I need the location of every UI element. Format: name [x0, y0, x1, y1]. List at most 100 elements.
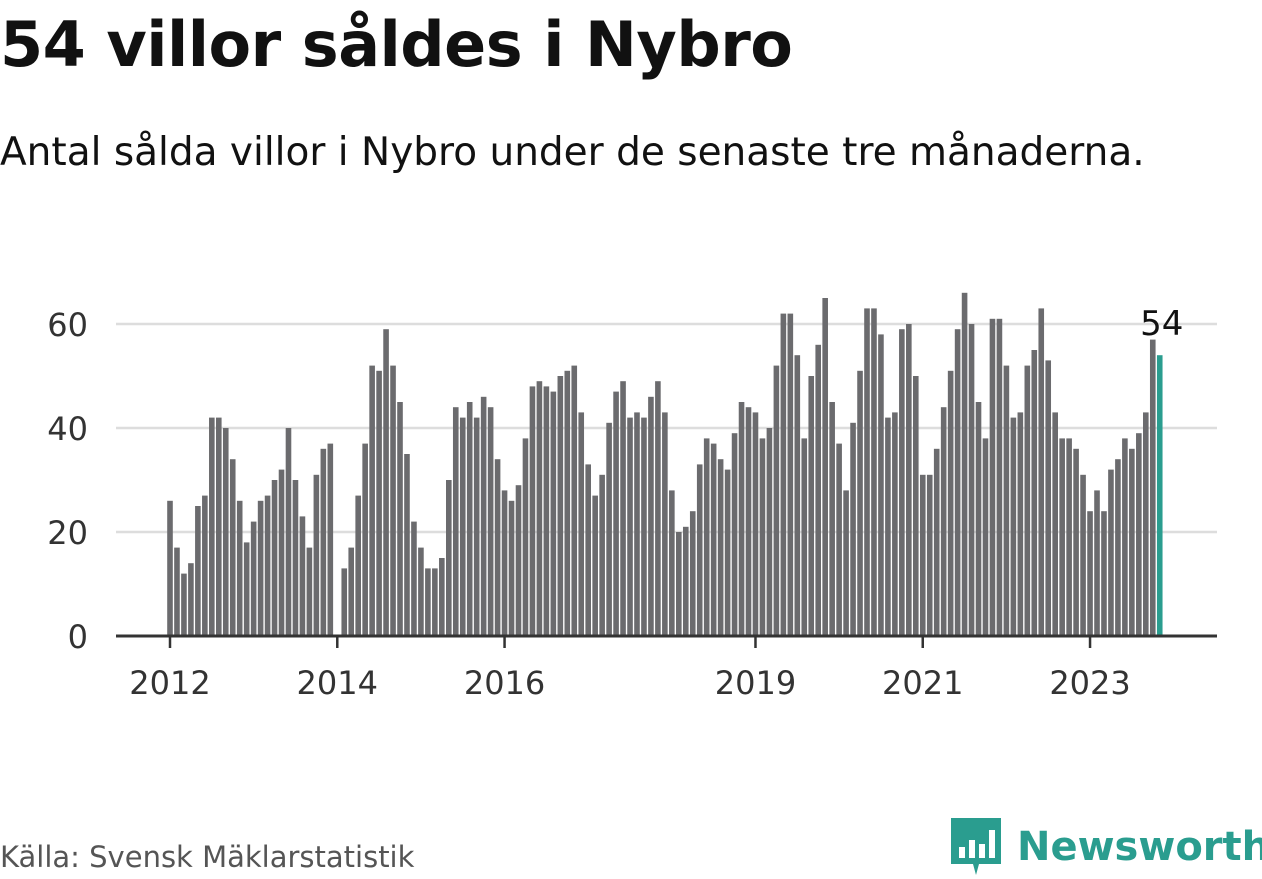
bar [515, 485, 522, 636]
bar [439, 558, 445, 636]
bar [418, 547, 424, 636]
bar [634, 412, 640, 636]
bar [571, 365, 578, 636]
bar [167, 500, 173, 636]
bar [1073, 448, 1079, 636]
bar [355, 495, 361, 636]
bar [404, 454, 410, 636]
bar [696, 464, 703, 636]
bar [780, 313, 787, 636]
bar [892, 412, 898, 636]
x-tick-label: 2012 [129, 664, 210, 702]
bar [1059, 438, 1065, 636]
bar [1052, 412, 1058, 636]
bar [689, 511, 696, 636]
bar [641, 417, 647, 636]
bar [446, 480, 452, 636]
bar [1108, 469, 1114, 636]
bar [327, 443, 334, 636]
bar [808, 376, 815, 636]
bar [501, 490, 508, 636]
bar [292, 480, 299, 636]
bar [557, 376, 564, 636]
chart-subtitle: Antal sålda villor i Nybro under de sena… [0, 130, 1145, 175]
latest-value-label: 54 [1140, 304, 1183, 344]
bars [167, 292, 1163, 636]
x-tick-label: 2021 [882, 664, 963, 702]
bar [613, 391, 619, 636]
bar [829, 402, 835, 636]
newsworthy-logo: Newsworthy [951, 818, 1262, 876]
bar [425, 568, 431, 636]
bar [1136, 433, 1142, 636]
bar [452, 407, 459, 636]
bar [1017, 412, 1024, 636]
bar [752, 412, 759, 636]
bar [1149, 339, 1156, 636]
bar [202, 495, 208, 636]
bar [529, 386, 536, 636]
bar [975, 402, 982, 636]
bar [961, 292, 968, 636]
bar [836, 443, 842, 636]
source-note: Källa: Svensk Mäklarstatistik [0, 840, 415, 874]
bar [773, 365, 780, 636]
bar [313, 474, 320, 636]
bar [745, 407, 752, 636]
bar [494, 459, 501, 636]
bar [669, 490, 675, 636]
bar-latest [1156, 355, 1163, 636]
bar [989, 318, 996, 636]
bar [1143, 412, 1149, 636]
bar [1094, 490, 1100, 636]
bar [919, 474, 926, 636]
bar [1080, 474, 1086, 636]
bar [432, 568, 438, 636]
bar [899, 329, 905, 636]
bar [599, 474, 605, 636]
bar [1101, 511, 1107, 636]
bar [236, 500, 243, 636]
bar [850, 422, 856, 636]
bar [508, 500, 515, 636]
bar [222, 428, 229, 636]
x-tick-label: 2016 [464, 664, 545, 702]
bar [564, 370, 571, 636]
bar [885, 417, 891, 636]
bar [550, 391, 557, 636]
bar [209, 417, 215, 636]
bar [348, 547, 355, 636]
bar [306, 547, 313, 636]
chart-title: 54 villor såldes i Nybro [0, 8, 793, 81]
bar [627, 417, 633, 636]
bar [648, 396, 654, 636]
bar [731, 433, 738, 636]
bar [682, 526, 689, 636]
bar [724, 469, 731, 636]
bar [487, 407, 494, 636]
bar [794, 355, 801, 636]
bar [787, 313, 794, 636]
bar [968, 324, 975, 636]
bar [655, 381, 661, 636]
bar [271, 480, 278, 636]
bar [473, 417, 480, 636]
bar [1115, 459, 1121, 636]
bar [864, 308, 870, 636]
y-axis-labels: 0 20 40 60 [47, 306, 88, 656]
bar [264, 495, 271, 636]
bar [1129, 448, 1135, 636]
x-tick-label: 2019 [715, 664, 796, 702]
bar [703, 438, 710, 636]
bar [383, 329, 389, 636]
bar [843, 490, 849, 636]
bar [341, 568, 348, 636]
bar [871, 308, 877, 636]
bar [522, 438, 529, 636]
bar [801, 438, 808, 636]
bar [822, 298, 828, 636]
bar [174, 547, 180, 636]
bar [717, 459, 724, 636]
bar [857, 370, 863, 636]
bar [390, 365, 396, 636]
